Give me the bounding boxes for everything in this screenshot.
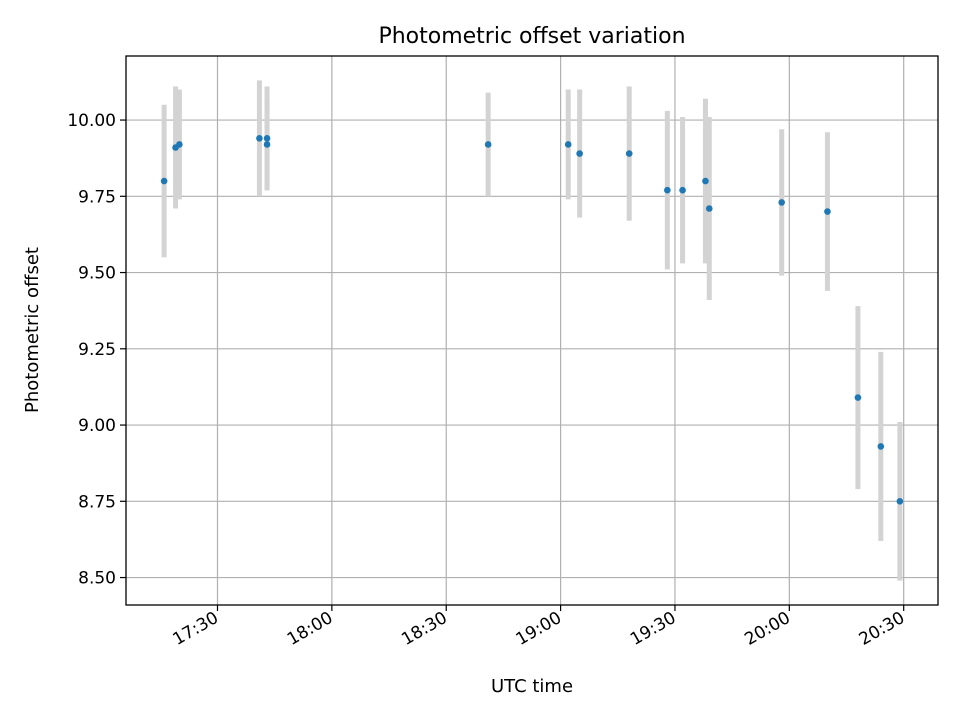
data-point [896, 498, 904, 505]
data-point [877, 443, 885, 450]
data-point [176, 141, 183, 148]
data-point [263, 141, 271, 148]
grid-layer [126, 56, 938, 605]
data-point [625, 150, 633, 157]
chart-title: Photometric offset variation [378, 24, 685, 49]
y-tick-label: 10.00 [67, 111, 116, 131]
data-point [576, 150, 583, 157]
x-tick-label: 19:00 [513, 608, 565, 650]
x-tick-label: 17:30 [170, 608, 222, 650]
data-point [564, 141, 572, 148]
x-axis-label: UTC time [491, 676, 573, 697]
x-tick-label: 20:30 [856, 608, 908, 650]
y-tick-label: 9.25 [78, 340, 116, 360]
x-tick-label: 18:30 [398, 608, 450, 650]
y-tick-label: 8.75 [78, 492, 116, 512]
data-point [854, 394, 862, 401]
x-tick-label: 19:30 [627, 608, 679, 650]
data-point [705, 205, 713, 212]
x-tick-label: 20:00 [741, 608, 793, 650]
data-point [160, 177, 168, 185]
plot-frame [125, 55, 939, 606]
data-point [263, 135, 271, 142]
data-point [824, 208, 831, 215]
y-tick-label: 9.00 [78, 416, 116, 436]
x-tick-label: 18:00 [284, 608, 336, 650]
data-point [702, 177, 709, 185]
point-layer [160, 135, 904, 505]
data-point [256, 135, 263, 142]
data-point [484, 141, 492, 148]
data-point [664, 186, 671, 194]
y-tick-label: 9.50 [78, 264, 116, 284]
y-axis-label: Photometric offset [22, 247, 43, 413]
y-tick-label: 9.75 [78, 187, 116, 207]
data-point [778, 199, 785, 206]
data-point [679, 186, 686, 194]
y-tick-label: 8.50 [78, 569, 116, 589]
